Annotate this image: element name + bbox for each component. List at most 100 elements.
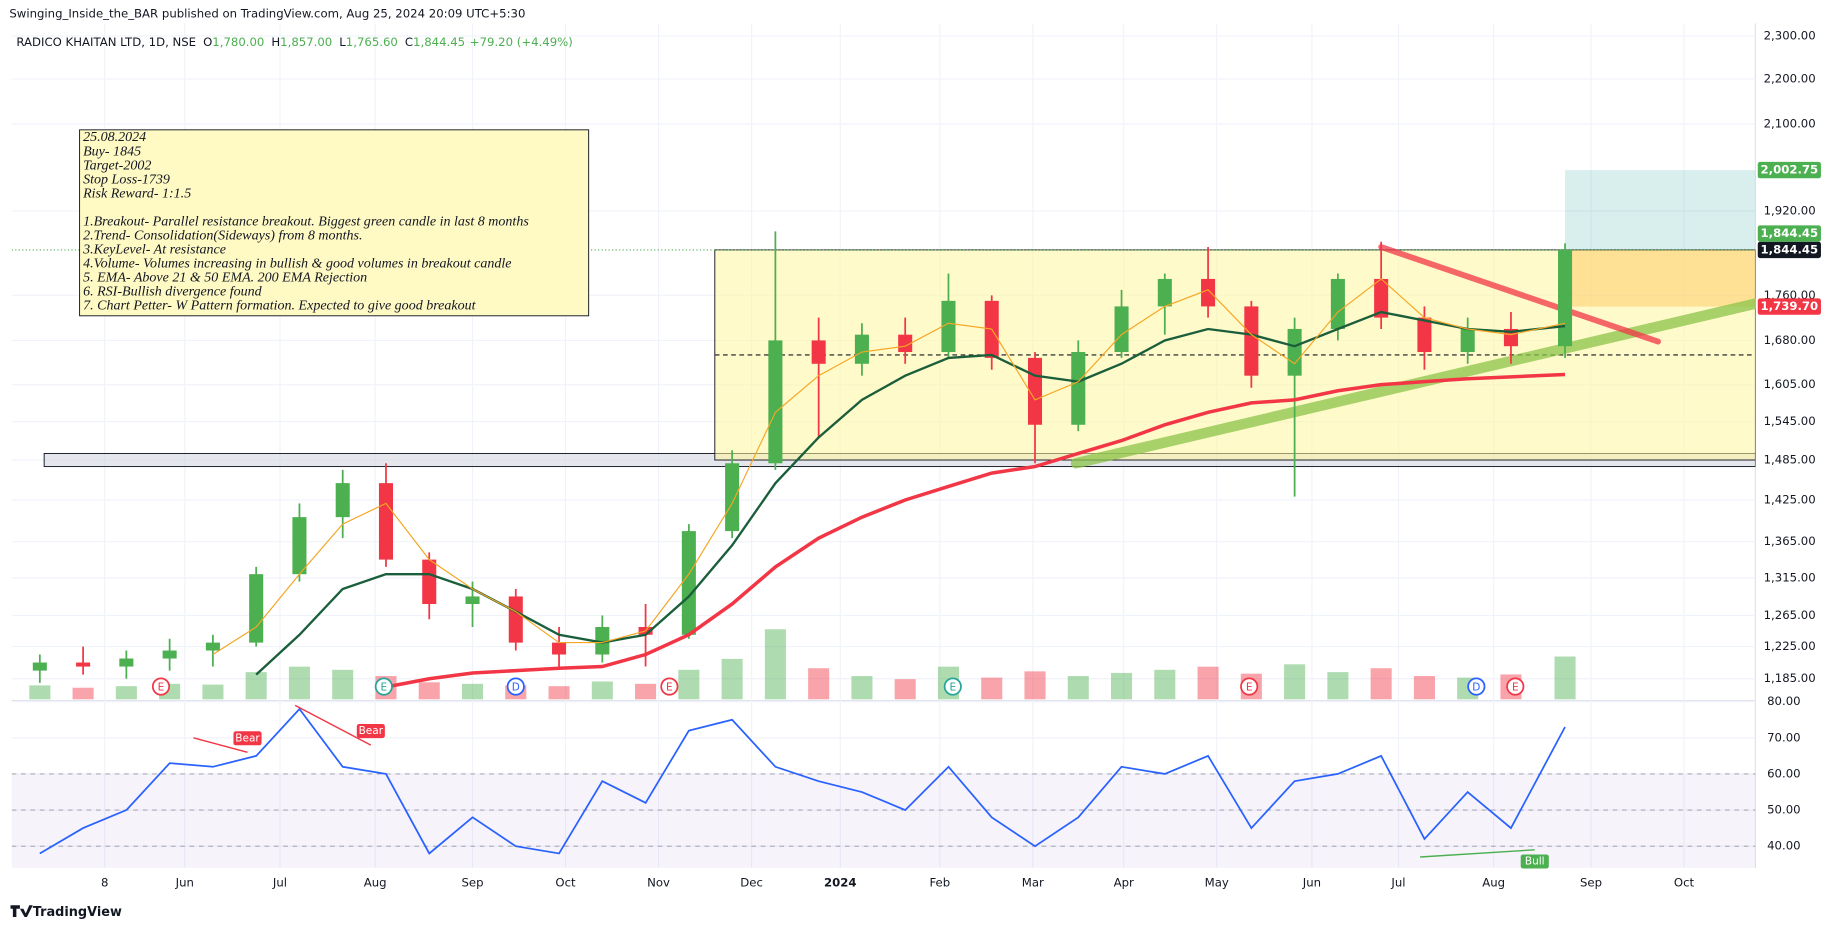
ema-line xyxy=(385,372,1566,689)
legend: RADICO KHAITAN LTD, 1D, NSE O1,780.00 H1,8… xyxy=(16,35,572,49)
x-tick-label: Apr xyxy=(1114,876,1134,890)
x-tick-label: Dec xyxy=(740,876,763,890)
price-label: 1,739.70 xyxy=(1761,299,1819,313)
publisher: Swinging_Inside_the_BAR published on Tra… xyxy=(9,7,525,21)
candle-body xyxy=(508,596,523,643)
volume-bar xyxy=(1554,656,1576,700)
price-label-box xyxy=(1757,298,1821,315)
note-line: Risk Reward- 1:1.5 xyxy=(82,185,191,201)
price-label-box xyxy=(1757,225,1821,242)
candle-body xyxy=(32,662,47,671)
volume-bar xyxy=(29,685,51,700)
event-marker xyxy=(151,677,171,696)
legend-value: 1,765.60 xyxy=(346,35,398,49)
divergence-box xyxy=(233,731,262,746)
rsi-tick-label: 60.00 xyxy=(1767,766,1800,780)
x-tick-label: Aug xyxy=(364,876,387,890)
volume-bar xyxy=(1197,666,1219,700)
candle-body xyxy=(898,334,913,353)
price-label: 1,844.45 xyxy=(1761,242,1819,256)
y-tick-label: 1,680.00 xyxy=(1764,333,1816,347)
legend-key: C xyxy=(405,35,413,49)
price-label: 2,002.75 xyxy=(1761,163,1819,177)
candle-body xyxy=(681,531,696,635)
divergence-label: Bear xyxy=(235,732,260,744)
y-tick-label: 1,225.00 xyxy=(1764,639,1816,653)
note-line: Target-2002 xyxy=(83,157,151,173)
note-line: 3.KeyLevel- At resistance xyxy=(82,242,226,258)
candle-body xyxy=(1503,328,1518,347)
volume-bar xyxy=(894,679,916,700)
candle-body xyxy=(1157,278,1172,307)
x-tick-label: Jun xyxy=(175,876,194,890)
volume-bar xyxy=(332,669,354,700)
note-line: Stop Loss-1739 xyxy=(83,171,170,187)
event-marker xyxy=(1467,677,1486,696)
y-tick-label: 2,300.00 xyxy=(1764,28,1816,42)
x-tick-label: 2024 xyxy=(824,876,857,890)
y-tick-label: 1,185.00 xyxy=(1764,671,1816,685)
event-marker xyxy=(660,677,679,696)
candle-body xyxy=(1417,317,1432,353)
volume-bar xyxy=(851,676,873,700)
candle-body xyxy=(205,642,220,651)
x-tick-label: Mar xyxy=(1022,876,1044,890)
x-tick-label: Jul xyxy=(272,876,287,890)
rsi-tick-label: 70.00 xyxy=(1767,730,1800,744)
event-label: E xyxy=(1512,682,1519,694)
volume-bar xyxy=(288,666,310,700)
y-tick-label: 1,315.00 xyxy=(1764,570,1816,584)
y-tick-label: 2,100.00 xyxy=(1764,117,1816,131)
volume-bar xyxy=(245,672,267,700)
legend-change: +79.20 (+4.49%) xyxy=(470,35,573,49)
volume-bar xyxy=(764,629,786,700)
rsi-tick-label: 80.00 xyxy=(1767,694,1800,708)
ema-line xyxy=(212,278,1566,656)
y-tick-label: 1,605.00 xyxy=(1764,377,1816,391)
volume-bar xyxy=(591,681,613,700)
rsi-line xyxy=(39,707,1566,855)
price-label: 1,844.45 xyxy=(1761,226,1819,240)
note-line: 5. EMA- Above 21 & 50 EMA. 200 EMA Rejec… xyxy=(83,270,367,286)
candle-body xyxy=(552,642,567,655)
note-line: 25.08.2024 xyxy=(83,129,146,145)
event-label: E xyxy=(158,682,165,694)
divergence-label: Bear xyxy=(359,725,384,737)
candle-body xyxy=(768,340,783,464)
event-marker xyxy=(506,677,525,696)
note-line: 6. RSI-Bullish divergence found xyxy=(83,284,263,300)
y-tick-label: 2,200.00 xyxy=(1764,72,1816,86)
legend-key: O xyxy=(203,35,212,49)
note-line: Buy- 1845 xyxy=(83,143,141,159)
volume-bar xyxy=(1024,671,1046,700)
x-tick-label: 8 xyxy=(101,876,108,890)
event-label: E xyxy=(380,682,387,694)
y-tick-label: 1,425.00 xyxy=(1764,492,1816,506)
event-marker xyxy=(943,677,962,696)
position-zone xyxy=(1565,170,1756,250)
volume-bar xyxy=(418,682,440,700)
candle-body xyxy=(249,574,264,643)
rsi-band xyxy=(11,773,1756,868)
legend-symbol: RADICO KHAITAN LTD, 1D, NSE xyxy=(16,35,196,49)
note-line: 4.Volume- Volumes increasing in bullish … xyxy=(83,256,511,272)
price-label-box xyxy=(1757,241,1821,259)
candle-body xyxy=(465,596,480,605)
divergence-box xyxy=(356,724,385,739)
candle-body xyxy=(1330,278,1345,329)
x-tick-label: Nov xyxy=(647,876,670,890)
x-tick-label: Sep xyxy=(461,876,483,890)
legend-value: 1,857.00 xyxy=(280,35,332,49)
volume-bar xyxy=(1327,672,1349,700)
note-line: 1.Breakout- Parallel resistance breakout… xyxy=(83,213,529,229)
volume-bar xyxy=(1111,672,1133,700)
volume-bar xyxy=(1370,668,1392,700)
y-tick-label: 1,920.00 xyxy=(1764,203,1816,217)
rsi-pane xyxy=(11,707,1756,868)
candle-body xyxy=(292,517,307,575)
event-label: E xyxy=(949,682,956,694)
divergence-line xyxy=(294,704,372,746)
